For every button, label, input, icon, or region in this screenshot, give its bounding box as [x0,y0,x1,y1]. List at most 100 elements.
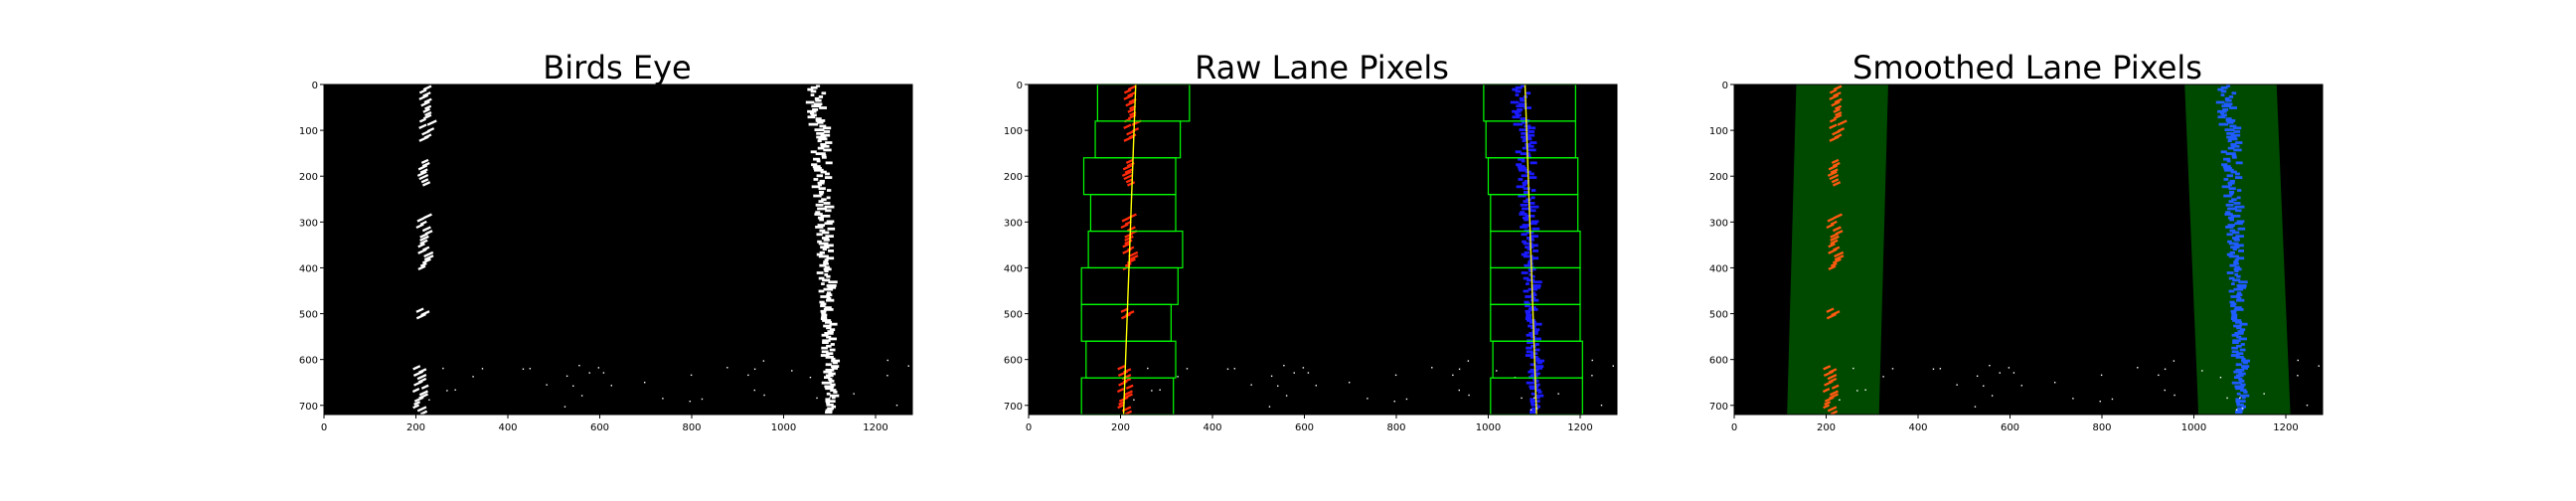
raw-right-lane-mark [1526,333,1533,337]
smoothed-right-lane-mark [2227,139,2232,143]
raw-right-lane-mark [1530,296,1536,300]
raw-noise-pixel [1348,382,1351,384]
smoothed-right-lane-mark [2236,326,2242,330]
raw-right-lane-mark [1527,278,1535,282]
raw-right-lane-mark [1525,143,1531,146]
smoothed-right-lane-mark [2235,398,2241,402]
smoothed-right-lane-mark [2234,176,2243,179]
raw-right-lane-mark [1518,167,1527,170]
binary-right-lane-mark [824,222,833,226]
y-tick-label: 0 [1017,81,1023,91]
binary-noise-pixel [816,397,818,400]
binary-noise-pixel [662,398,664,400]
binary-right-lane-mark [807,109,817,113]
panel-title: Smoothed Lane Pixels [1852,49,2202,86]
raw-right-lane-mark [1530,189,1536,192]
binary-right-lane-mark [816,174,823,178]
smoothed-right-lane-mark [2225,203,2234,207]
raw-left-lane-mark [1121,170,1132,177]
binary-noise-pixel [454,389,456,391]
smoothed-right-lane-mark [2230,309,2237,313]
binary-noise-pixel [825,409,828,412]
binary-right-lane-mark [823,267,832,271]
raw-noise-pixel [1431,367,1433,369]
binary-noise-pixel [747,374,749,377]
smoothed-right-lane-mark [2226,135,2237,139]
smoothed-right-lane-mark [2243,391,2248,394]
binary-right-lane-mark [812,107,819,111]
smoothed-right-lane-mark [2229,218,2235,222]
binary-noise-pixel [829,397,831,399]
raw-right-lane-mark [1530,400,1540,404]
x-tick-label: 1200 [863,422,887,433]
binary-right-lane-mark [820,170,827,174]
smoothed-right-lane-mark [2231,237,2240,240]
binary-right-lane-mark [821,346,828,350]
smoothed-right-lane-mark [2220,89,2227,93]
raw-noise-pixel [1268,406,1271,408]
binary-left-lane-mark [419,168,428,174]
smoothed-right-lane-mark [2228,254,2239,258]
binary-left-lane-mark [418,88,427,94]
binary-right-lane-mark [825,363,832,367]
binary-right-lane-mark [821,91,827,95]
smoothed-right-lane-mark [2240,343,2245,346]
raw-right-lane-mark [1533,322,1542,326]
binary-right-lane-mark [818,276,825,280]
raw-right-lane-mark [1536,361,1542,365]
x-tick-label: 800 [2092,422,2111,433]
raw-right-lane-mark [1527,341,1533,344]
raw-right-lane-mark [1519,213,1528,216]
raw-right-lane-mark [1529,222,1537,226]
raw-right-lane-mark [1518,194,1527,198]
smoothed-noise-pixel [2008,367,2011,369]
binary-right-lane-mark [830,383,836,387]
raw-noise-pixel [1367,398,1368,400]
smoothed-left-lane-mark [1829,117,1837,123]
binary-right-lane-mark [826,335,832,339]
raw-right-lane-mark [1525,354,1534,357]
raw-left-lane-mark [1125,384,1134,390]
binary-right-lane-mark [819,300,825,304]
smoothed-left-lane-mark [1832,226,1842,233]
raw-right-lane-mark [1532,280,1542,284]
raw-right-lane-mark [1528,148,1536,152]
binary-right-lane-mark [810,85,818,89]
binary-noise-pixel [564,406,566,408]
raw-left-lane-mark [1123,93,1134,100]
binary-right-lane-mark [828,337,837,341]
binary-right-lane-mark [825,172,830,176]
binary-left-lane-mark [423,250,434,258]
smoothed-right-lane-mark [2229,179,2235,183]
smoothed-right-lane-mark [2233,126,2242,130]
y-tick-label: 600 [1709,356,1728,367]
smoothed-right-lane-mark [2232,341,2239,344]
raw-left-lane-mark [1125,158,1134,165]
binary-noise-pixel [886,359,888,362]
smoothed-right-lane-mark [2238,337,2247,341]
smoothed-right-lane-mark [2239,322,2248,326]
smoothed-right-lane-mark [2226,84,2231,87]
binary-right-lane-mark [830,343,835,346]
binary-right-lane-mark [824,176,833,179]
raw-right-lane-mark [1520,226,1529,229]
binary-left-lane-mark [417,243,425,249]
smoothed-left-lane-mark [1835,104,1843,110]
binary-noise-pixel [442,367,444,370]
smoothed-left-lane-mark [1835,110,1843,117]
smoothed-right-lane-mark [2230,143,2237,146]
raw-right-lane-mark [1528,126,1536,130]
binary-right-lane-mark [826,291,832,295]
raw-left-lane-mark [1123,390,1133,397]
smoothed-right-lane-mark [2227,224,2236,227]
smoothed-right-lane-mark [2233,370,2243,374]
raw-right-lane-mark [1530,411,1537,415]
smoothed-noise-pixel [2137,367,2139,369]
raw-right-lane-mark [1531,330,1538,333]
raw-right-lane-mark [1515,150,1522,154]
binary-right-lane-mark [830,389,837,392]
binary-left-lane-mark [418,93,429,100]
smoothed-left-lane-mark [1823,404,1831,410]
smoothed-right-lane-mark [2233,308,2244,311]
binary-right-lane-mark [818,187,826,191]
